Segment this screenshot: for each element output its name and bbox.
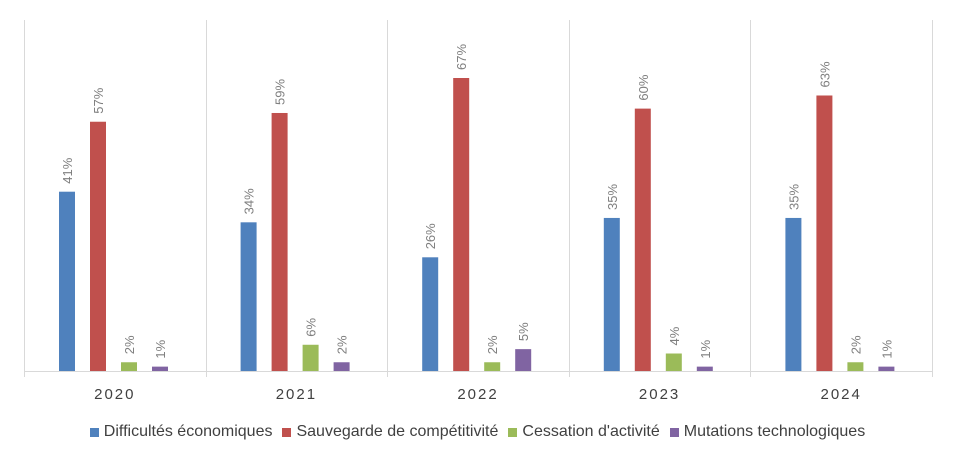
bar-sauvegarde-2021 [271, 112, 288, 371]
bar-cessation-2024 [847, 362, 864, 371]
x-tick-label-2021: 2021 [276, 386, 317, 403]
data-label-cessation-2020: 2% [122, 335, 137, 354]
bar-mutations-2023 [696, 366, 713, 371]
bar-sauvegarde-2023 [634, 108, 651, 371]
data-label-mutations-2024: 1% [879, 339, 894, 358]
bar-difficultes-2022 [422, 257, 439, 371]
legend: Difficultés économiques Sauvegarde de co… [0, 423, 955, 441]
data-label-difficultes-2021: 34% [242, 188, 257, 214]
legend-swatch-difficultes [89, 427, 99, 437]
x-tick-label-2020: 2020 [94, 386, 135, 403]
bar-sauvegarde-2022 [453, 78, 470, 371]
x-tick-label-2022: 2022 [457, 386, 498, 403]
data-label-difficultes-2024: 35% [786, 183, 801, 209]
data-label-sauvegarde-2020: 57% [91, 87, 106, 113]
x-tick-label-2024: 2024 [821, 386, 862, 403]
data-label-sauvegarde-2021: 59% [273, 79, 288, 105]
data-label-mutations-2023: 1% [698, 339, 713, 358]
legend-swatch-mutations [669, 427, 679, 437]
bar-cessation-2020 [121, 362, 137, 371]
bar-mutations-2022 [515, 349, 532, 371]
data-label-cessation-2024: 2% [848, 335, 863, 354]
legend-swatch-cessation [508, 427, 518, 437]
data-label-cessation-2023: 4% [667, 326, 682, 345]
data-label-cessation-2021: 6% [304, 318, 319, 337]
data-label-mutations-2020: 1% [153, 339, 168, 358]
bar-cessation-2023 [665, 353, 682, 371]
legend-item-sauvegarde: Sauvegarde de compétitivité [282, 423, 498, 441]
data-label-cessation-2022: 2% [485, 335, 500, 354]
bar-sauvegarde-2020 [90, 121, 106, 371]
legend-label-cessation: Cessation d'activité [522, 423, 660, 440]
bar-difficultes-2024 [785, 217, 802, 371]
legend-item-mutations: Mutations technologiques [669, 423, 866, 441]
bar-mutations-2024 [878, 366, 895, 371]
bar-difficultes-2020 [59, 191, 75, 371]
bar-mutations-2020 [152, 366, 168, 371]
bar-difficultes-2021 [240, 222, 257, 371]
data-label-difficultes-2022: 26% [423, 223, 438, 249]
data-label-sauvegarde-2022: 67% [454, 44, 469, 70]
data-label-mutations-2022: 5% [516, 322, 531, 341]
legend-item-difficultes: Difficultés économiques [89, 423, 273, 441]
legend-item-cessation: Cessation d'activité [508, 423, 660, 441]
data-label-sauvegarde-2023: 60% [636, 74, 651, 100]
legend-swatch-sauvegarde [282, 427, 292, 437]
data-label-mutations-2021: 2% [335, 335, 350, 354]
data-label-sauvegarde-2024: 63% [817, 61, 832, 87]
bar-cessation-2021 [302, 344, 319, 371]
bar-cessation-2022 [484, 362, 501, 371]
bar-sauvegarde-2024 [816, 95, 833, 371]
data-label-difficultes-2020: 41% [60, 157, 75, 183]
legend-label-difficultes: Difficultés économiques [103, 423, 273, 440]
legend-label-mutations: Mutations technologiques [683, 423, 866, 440]
x-tick-label-2023: 2023 [639, 386, 680, 403]
bar-difficultes-2023 [603, 217, 620, 371]
data-label-difficultes-2023: 35% [605, 183, 620, 209]
bar-mutations-2021 [333, 362, 350, 371]
legend-label-sauvegarde: Sauvegarde de compétitivité [296, 423, 499, 440]
